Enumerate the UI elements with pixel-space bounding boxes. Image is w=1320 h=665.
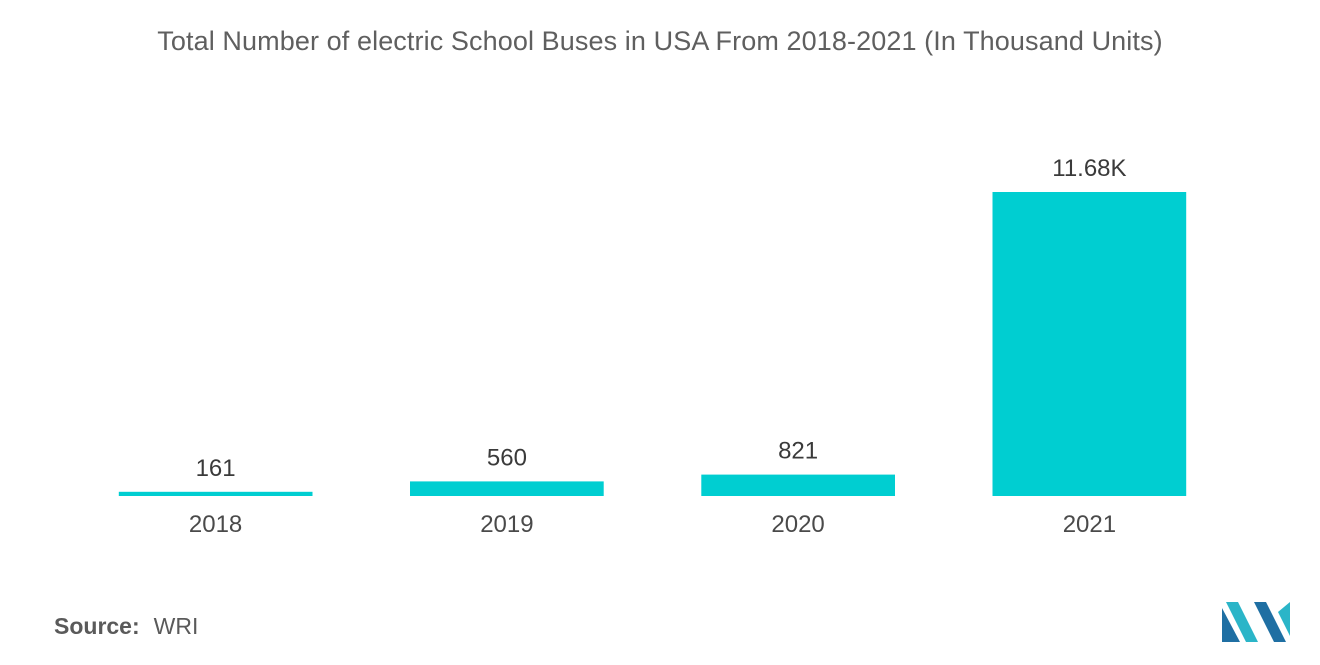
bars-layer: 161 2018 560 2019 821 2020 11.68K 2021 [118,155,1187,538]
source-label: Source: [54,613,140,639]
value-label-2020: 821 [778,438,818,465]
logo-shape-left [1222,608,1240,642]
bar-2018 [118,491,313,496]
logo-shape-mid-right [1254,602,1286,642]
chart-title: Total Number of electric School Buses in… [157,26,1163,56]
bar-chart: 161 2018 560 2019 821 2020 11.68K 2021 [118,155,1187,538]
value-label-2019: 560 [487,444,527,471]
category-label-2018: 2018 [189,511,242,538]
bar-2021 [992,192,1187,496]
logo-shape-right [1278,602,1290,636]
mordor-intelligence-logo-icon [1222,602,1290,642]
value-label-2021: 11.68K [1052,155,1126,182]
source-value: WRI [153,613,199,639]
category-label-2021: 2021 [1063,511,1116,538]
value-label-2018: 161 [196,455,236,482]
logo-shape-mid-left [1226,602,1258,642]
source-note: Source: WRI [54,613,198,640]
bar-2020 [701,474,895,496]
category-label-2019: 2019 [480,511,533,538]
bar-2019 [410,481,604,496]
category-label-2020: 2020 [771,511,824,538]
